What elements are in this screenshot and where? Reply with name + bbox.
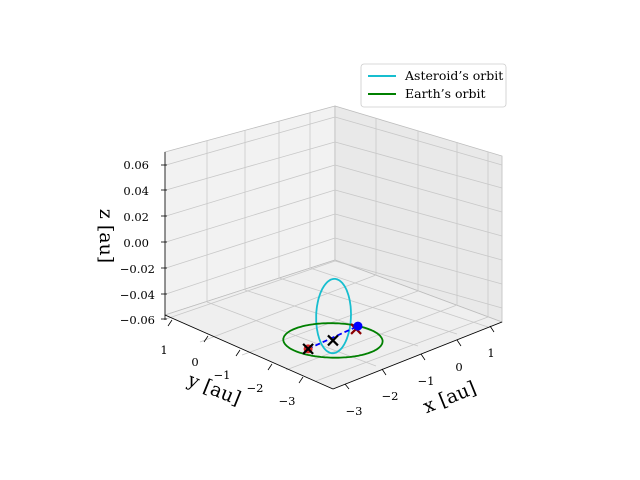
x-tick-label: −2: [382, 389, 399, 403]
y-tick-label: 1: [160, 343, 167, 357]
marker-cross-center: [327, 334, 339, 347]
z-axis-label: z [au]: [95, 209, 117, 263]
z-tick-label: 0.06: [123, 158, 149, 172]
y-tick-label: −1: [214, 368, 231, 382]
z-tick-label: −0.06: [120, 313, 155, 327]
y-axis-spine: [164, 314, 334, 390]
legend: Asteroid’s orbit Earth’s orbit: [360, 63, 507, 108]
legend-label-asteroid: Asteroid’s orbit: [404, 68, 503, 83]
approach-connector: [307, 325, 359, 350]
z-tick-label: 0.04: [123, 184, 149, 198]
x-axis-spine: [332, 321, 503, 390]
z-tick-label: −0.04: [120, 288, 155, 302]
x-ticks: [344, 325, 495, 390]
marker-blue-dot: [353, 321, 363, 331]
y-tick-label: 0: [191, 355, 198, 369]
orbit-line-earth: [282, 322, 384, 359]
z-ticks: [161, 164, 167, 320]
x-tick-label: −3: [346, 404, 363, 418]
x-tick-label: 1: [487, 346, 494, 360]
grid-lines: [165, 113, 503, 382]
marker-cross-upper: [302, 343, 314, 355]
data-layer: [282, 277, 384, 359]
orbit-line-asteroid: [315, 277, 352, 355]
legend-label-earth: Earth’s orbit: [405, 86, 486, 101]
y-tick-label: −2: [247, 381, 264, 395]
z-tick-label: 0.02: [123, 210, 149, 224]
z-tick-label: −0.02: [120, 262, 155, 276]
legend-frame: [360, 63, 507, 108]
z-tick-label: 0.00: [123, 236, 149, 250]
y-tick-label: −3: [279, 394, 296, 408]
x-tick-label: 0: [455, 360, 462, 374]
x-tick-label: −1: [418, 374, 435, 388]
y-ticks: [167, 319, 304, 384]
